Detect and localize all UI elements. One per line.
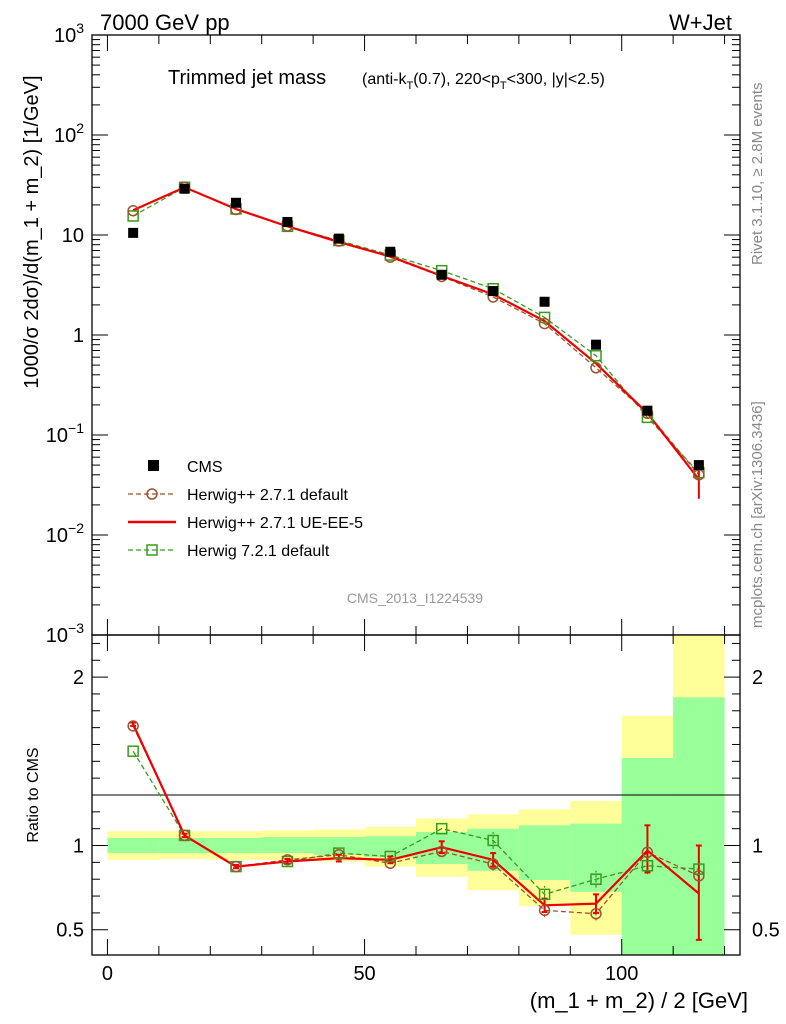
y-tick-label: 0.5: [752, 920, 780, 942]
herwig-default-ratio-marker: [384, 857, 397, 869]
cms-data-point: [642, 405, 653, 416]
watermark: CMS_2013_I1224539: [347, 590, 483, 606]
herwig7-marker: [590, 350, 602, 362]
cms-data-point: [539, 296, 550, 307]
uncertainty-band-green: [313, 837, 365, 855]
herwig-default-marker: [127, 204, 139, 217]
cms-data-point: [128, 227, 139, 238]
uncertainty-band-green: [107, 837, 159, 854]
cms-data-point: [436, 269, 447, 280]
herwig-default-ratio-marker: [178, 829, 191, 842]
herwig-default-marker: [590, 362, 602, 374]
herwig-default-marker: [538, 317, 551, 330]
chart-title: Trimmed jet mass: [168, 67, 326, 89]
ratio-axis-ticks: 0 50 100 0.5 0.5 1 1 2 2: [56, 635, 780, 985]
legend-entry-label: Herwig++ 2.7.1 default: [187, 487, 349, 504]
x-tick-label: 0: [102, 963, 113, 985]
x-tick-label: 50: [353, 963, 375, 985]
herwig-default-ratio-marker: [693, 870, 705, 882]
herwig7-line: [132, 186, 700, 474]
y-tick-label: 102: [54, 120, 84, 147]
herwig-ueee5-line: [132, 186, 700, 481]
rivet-label: Rivet 3.1.10, ≥ 2.8M events: [749, 83, 766, 266]
cms-data-point: [282, 216, 293, 227]
y-tick-label: 1: [752, 836, 763, 858]
uncertainty-band-green: [364, 836, 416, 858]
legend-herwig7-marker: [146, 544, 158, 556]
cms-data-point: [231, 197, 241, 208]
y-tick-label: 103: [54, 20, 84, 47]
herwig-default-ratio-marker: [230, 860, 242, 873]
ratio-y-label: Ratio to CMS: [25, 747, 42, 842]
cms-data-point: [488, 286, 499, 297]
x-tick-label: 100: [605, 963, 638, 985]
legend: CMS Herwig++ 2.7.1 default Herwig++ 2.7.1 …: [128, 459, 363, 560]
y-tick-label: 10−2: [46, 520, 84, 547]
cms-data-point: [693, 460, 704, 471]
y-tick-label: 2: [73, 667, 84, 689]
main-panel: Trimmed jet mass (anti-kT(0.7), 220<pT<3…: [21, 20, 741, 647]
herwig7-ratio-marker: [641, 859, 654, 872]
legend-cms-marker: [148, 460, 159, 471]
main-axis-ticks: 10−3 10−2 10−1 1 10 102 103: [46, 20, 740, 647]
ratio-series: [127, 720, 705, 941]
chart-title-detail: (anti-kT(0.7), 220<pT<300, |y|<2.5): [362, 71, 605, 92]
y-axis-label: 1000/σ 2dσ)/d(m_1 + m_2) [1/GeV]: [21, 75, 43, 388]
herwig-default-ratio-marker: [333, 849, 345, 861]
cms-data-point: [385, 246, 396, 257]
herwig7-ratio-marker: [487, 834, 499, 847]
herwig-ueee5-ratio-line: [132, 723, 700, 907]
legend-entry-label: Herwig 7.2.1 default: [187, 543, 330, 560]
herwig7-marker: [538, 311, 551, 324]
herwig-default-ratio-marker: [641, 846, 654, 859]
herwig7-ratio-marker: [538, 888, 551, 901]
herwig-default-ratio-marker: [127, 720, 139, 732]
legend-herwig-default-marker: [146, 488, 158, 500]
herwig7-marker: [127, 210, 139, 222]
x-axis-label: (m_1 + m_2) / 2 [GeV]: [530, 988, 748, 1013]
cms-data-point: [591, 339, 601, 350]
legend-entry-label: CMS: [187, 459, 223, 476]
herwig7-ratio-marker: [384, 850, 397, 863]
herwig7-ratio-marker: [435, 822, 448, 835]
herwig7-ratio-marker: [693, 863, 705, 875]
process-label: W+Jet: [669, 10, 732, 35]
herwig-default-ratio-marker: [435, 845, 448, 858]
uncertainty-band-green: [210, 837, 262, 854]
y-tick-label: 1: [73, 836, 84, 858]
uncertainty-band-green: [261, 837, 314, 854]
collision-label: 7000 GeV pp: [100, 10, 230, 35]
uncertainty-band-green: [518, 825, 571, 881]
legend-entry-label: Herwig++ 2.7.1 UE-EE-5: [187, 515, 363, 532]
y-tick-label: 2: [752, 667, 763, 689]
y-tick-label: 10: [62, 225, 84, 247]
ratio-frame: [91, 634, 741, 956]
uncertainty-band-green: [158, 837, 211, 854]
mcplots-label: mcplots.cern.ch [arXiv:1306.3436]: [749, 401, 766, 628]
y-tick-label: 10−3: [46, 620, 84, 647]
herwig7-ratio-marker: [127, 745, 139, 757]
herwig-default-ratio-marker: [538, 904, 551, 917]
main-series: [127, 181, 705, 499]
y-tick-label: 0.5: [56, 920, 84, 942]
herwig-default-ratio-marker: [590, 907, 602, 920]
y-tick-label: 1: [73, 325, 84, 347]
herwig-default-line: [132, 186, 700, 476]
ratio-panel: 0 50 100 0.5 0.5 1 1 2 2 Ratio to CMS (m_1 + m_2…: [25, 634, 780, 1013]
cms-data-point: [179, 183, 190, 194]
cms-data-point: [333, 233, 344, 244]
herwig-default-ratio-marker: [281, 854, 294, 866]
y-tick-label: 10−1: [46, 420, 84, 447]
herwig7-ratio-marker: [590, 873, 602, 885]
herwig-default-ratio-marker: [487, 858, 499, 870]
